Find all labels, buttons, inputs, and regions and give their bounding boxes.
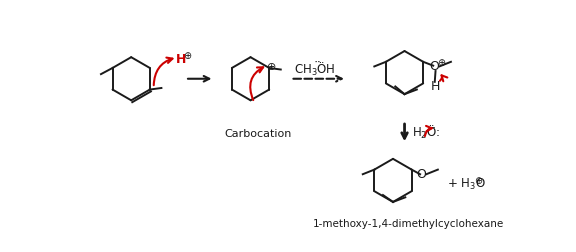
Text: + H$_3$O: + H$_3$O bbox=[447, 177, 486, 192]
Text: 1-methoxy-1,4-dimethylcyclohexane: 1-methoxy-1,4-dimethylcyclohexane bbox=[313, 219, 504, 229]
Text: H: H bbox=[431, 80, 440, 93]
Text: ⊕: ⊕ bbox=[267, 62, 276, 72]
Text: ⊕: ⊕ bbox=[437, 57, 445, 68]
Text: H: H bbox=[176, 53, 187, 66]
Text: CH$_3$ÖH: CH$_3$ÖH bbox=[294, 61, 336, 78]
Text: ⊕: ⊕ bbox=[474, 176, 482, 186]
Text: ⊕: ⊕ bbox=[183, 51, 191, 61]
Text: H$_2$Ö̈:: H$_2$Ö̈: bbox=[412, 124, 441, 141]
Text: O: O bbox=[429, 60, 439, 73]
Text: O: O bbox=[416, 168, 427, 181]
Text: Carbocation: Carbocation bbox=[225, 129, 292, 139]
